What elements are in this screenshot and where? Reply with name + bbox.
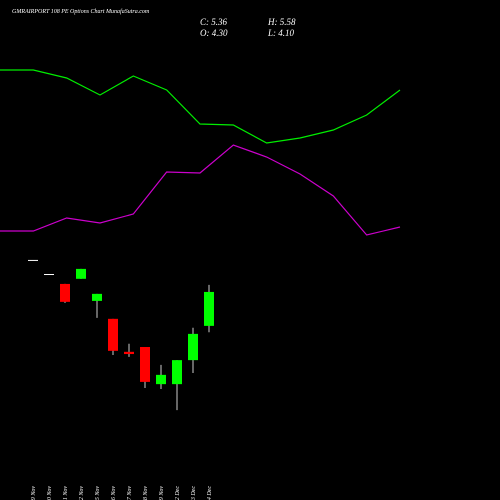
x-tick-label: 27 Nov <box>127 486 133 500</box>
indicator-line <box>0 69 401 144</box>
candle-body <box>188 333 198 361</box>
candle-body <box>124 351 134 355</box>
candle-body <box>172 360 182 385</box>
x-tick-label: 29 Nov <box>159 486 165 500</box>
candle-body <box>140 347 150 382</box>
x-tick-label: 04 Dec <box>206 486 213 500</box>
candle-body <box>204 291 214 326</box>
x-tick-label: 21 Nov <box>63 486 69 500</box>
high-label: H: 5.58 <box>267 17 296 27</box>
open-label: O: 4.30 <box>200 28 228 38</box>
chart-title: GMRAIRPORT 108 PE Options Chart MunafaSu… <box>12 8 150 15</box>
candle-body <box>76 268 86 279</box>
candle-body <box>60 283 70 302</box>
candle-body <box>156 374 166 385</box>
x-tick-label: 26 Nov <box>111 486 117 500</box>
close-label: C: 5.36 <box>200 17 228 27</box>
x-tick-label: 28 Nov <box>143 486 149 500</box>
low-label: L: 4.10 <box>267 28 295 38</box>
indicator-line <box>0 144 401 236</box>
x-tick-label: 20 Nov <box>47 486 53 500</box>
x-tick-label: 03 Dec <box>191 486 197 500</box>
candle-body <box>108 318 118 351</box>
x-tick-label: 19 Nov <box>31 486 37 500</box>
x-tick-label: 02 Dec <box>175 486 181 500</box>
candle-body <box>28 259 38 261</box>
x-tick-label: 22 Nov <box>79 486 85 500</box>
candle-body <box>92 293 102 301</box>
x-tick-label: 25 Nov <box>95 486 101 500</box>
candle-body <box>44 274 54 276</box>
